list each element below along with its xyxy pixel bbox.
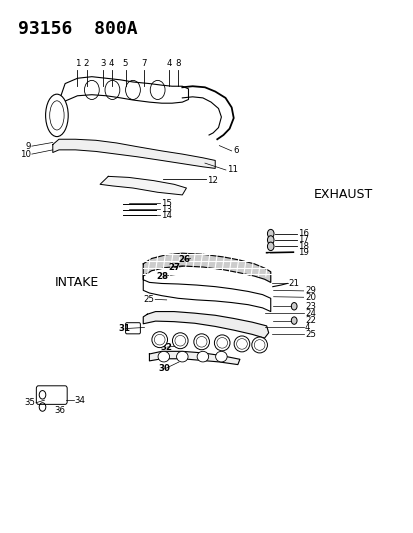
- Ellipse shape: [214, 335, 230, 351]
- Text: 22: 22: [304, 316, 315, 325]
- Text: 32: 32: [160, 343, 172, 352]
- Text: 25: 25: [304, 330, 315, 339]
- Text: 24: 24: [304, 309, 315, 318]
- Text: 8: 8: [175, 59, 180, 68]
- Text: 17: 17: [298, 236, 309, 245]
- Text: 10: 10: [20, 150, 31, 159]
- Text: 6: 6: [233, 147, 238, 156]
- Text: 14: 14: [161, 211, 171, 220]
- Circle shape: [291, 303, 297, 310]
- Polygon shape: [143, 312, 268, 338]
- Text: 15: 15: [161, 199, 171, 208]
- Text: 11: 11: [226, 166, 237, 174]
- Text: 1: 1: [74, 59, 80, 68]
- Polygon shape: [53, 139, 215, 168]
- Ellipse shape: [234, 336, 249, 352]
- Ellipse shape: [152, 332, 167, 348]
- Ellipse shape: [176, 351, 188, 362]
- Ellipse shape: [158, 351, 169, 362]
- Polygon shape: [143, 276, 270, 312]
- Ellipse shape: [172, 333, 188, 349]
- Text: 21: 21: [288, 279, 299, 288]
- Text: 23: 23: [304, 302, 315, 311]
- Text: 12: 12: [206, 175, 218, 184]
- Text: INTAKE: INTAKE: [55, 276, 99, 289]
- Text: 27: 27: [168, 263, 180, 272]
- Text: 16: 16: [298, 229, 309, 238]
- Text: 4: 4: [166, 59, 171, 68]
- Text: 30: 30: [158, 364, 170, 373]
- Text: 25: 25: [143, 295, 154, 304]
- Text: 35: 35: [24, 398, 35, 407]
- Text: 36: 36: [54, 406, 65, 415]
- Circle shape: [267, 229, 273, 238]
- Circle shape: [267, 236, 273, 244]
- Polygon shape: [143, 253, 270, 282]
- Ellipse shape: [215, 351, 227, 362]
- Ellipse shape: [251, 337, 267, 353]
- Polygon shape: [149, 351, 239, 365]
- Text: 3: 3: [100, 59, 106, 68]
- Text: 19: 19: [298, 248, 309, 257]
- Polygon shape: [57, 77, 188, 120]
- Circle shape: [267, 242, 273, 251]
- Text: 34: 34: [74, 395, 85, 405]
- Text: 20: 20: [304, 293, 315, 302]
- Text: 26: 26: [178, 255, 190, 264]
- Text: 2: 2: [83, 59, 89, 68]
- Text: 93156  800A: 93156 800A: [18, 20, 137, 38]
- Text: 29: 29: [304, 286, 315, 295]
- Text: 4: 4: [109, 59, 114, 68]
- Ellipse shape: [193, 334, 209, 350]
- Text: 13: 13: [161, 205, 171, 214]
- Ellipse shape: [197, 351, 208, 362]
- Text: 4: 4: [304, 323, 310, 332]
- Text: 31: 31: [118, 324, 130, 333]
- Circle shape: [291, 317, 297, 324]
- Text: 5: 5: [123, 59, 128, 68]
- Text: EXHAUST: EXHAUST: [313, 189, 372, 201]
- Text: 28: 28: [157, 271, 169, 280]
- Polygon shape: [100, 176, 186, 195]
- Text: 7: 7: [141, 59, 147, 68]
- Text: 9: 9: [26, 142, 31, 151]
- Ellipse shape: [45, 94, 68, 136]
- Text: 18: 18: [298, 242, 309, 251]
